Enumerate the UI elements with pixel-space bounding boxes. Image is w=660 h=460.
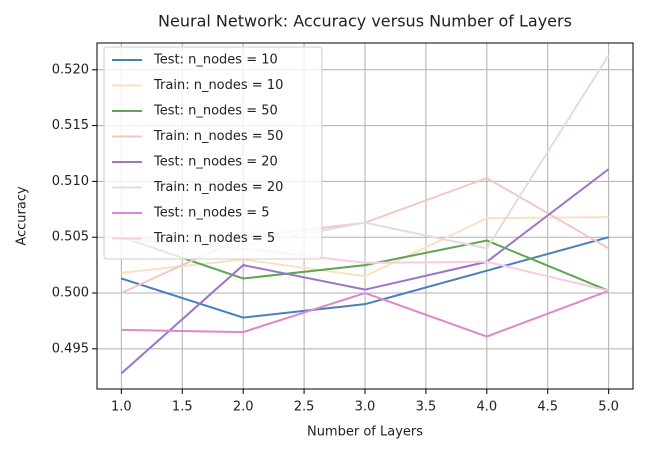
y-axis-label: Accuracy bbox=[15, 186, 30, 246]
legend-label: Test: n_nodes = 20 bbox=[153, 155, 278, 170]
x-tick-label: 5.0 bbox=[598, 400, 619, 415]
series-line bbox=[121, 289, 609, 338]
y-tick-label: 0.515 bbox=[52, 118, 89, 133]
x-tick-label: 3.5 bbox=[416, 400, 437, 415]
series-line bbox=[120, 168, 610, 375]
y-tick-label: 0.495 bbox=[52, 341, 89, 356]
legend-label: Train: n_nodes = 10 bbox=[153, 78, 283, 93]
x-tick-label: 4.5 bbox=[537, 400, 558, 415]
legend-label: Test: n_nodes = 10 bbox=[153, 53, 278, 68]
legend-box bbox=[103, 46, 323, 260]
legend-label: Train: n_nodes = 5 bbox=[153, 231, 275, 246]
legend-label: Train: n_nodes = 50 bbox=[153, 129, 283, 144]
x-tick-label: 1.5 bbox=[172, 400, 193, 415]
legend-label: Train: n_nodes = 20 bbox=[153, 180, 283, 195]
legend-label: Test: n_nodes = 50 bbox=[153, 104, 278, 119]
y-tick-label: 0.510 bbox=[52, 174, 89, 189]
series-line bbox=[121, 236, 609, 319]
x-tick-label: 3.0 bbox=[355, 400, 376, 415]
series-line bbox=[121, 236, 610, 292]
x-tick-label: 2.5 bbox=[294, 400, 315, 415]
chart-title: Neural Network: Accuracy versus Number o… bbox=[158, 12, 572, 31]
y-tick-label: 0.505 bbox=[52, 230, 89, 245]
x-tick-label: 2.0 bbox=[233, 400, 254, 415]
x-axis-label: Number of Layers bbox=[307, 425, 423, 440]
legend-label: Test: n_nodes = 5 bbox=[153, 206, 270, 221]
x-tick-label: 1.0 bbox=[111, 400, 132, 415]
y-tick-label: 0.520 bbox=[52, 62, 89, 77]
plot-frame bbox=[96, 42, 634, 390]
x-tick-label: 4.0 bbox=[476, 400, 497, 415]
y-tick-label: 0.500 bbox=[52, 286, 89, 301]
